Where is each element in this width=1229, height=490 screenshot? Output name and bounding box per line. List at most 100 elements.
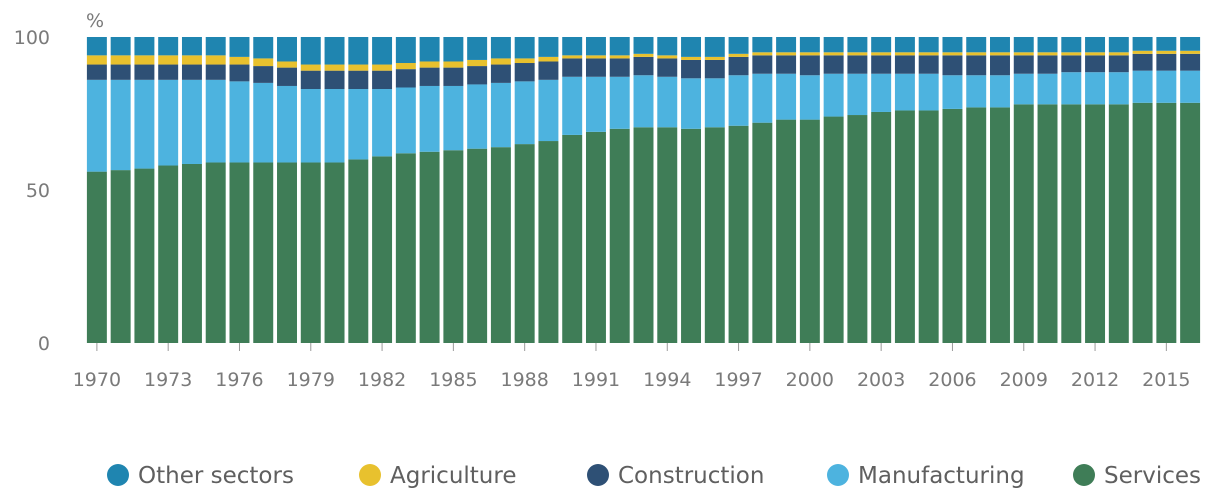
bar-construction-2003	[871, 55, 892, 74]
bar-manufacturing-2001	[823, 73, 844, 117]
bar-services-1976	[229, 162, 250, 343]
bar-manufacturing-2006	[942, 75, 963, 109]
bar-agriculture-1991	[585, 55, 606, 59]
bar-other-sectors-1990	[562, 37, 583, 56]
bar-agriculture-1985	[443, 61, 464, 68]
bar-services-1980	[324, 162, 345, 343]
bar-services-1972	[134, 168, 155, 343]
bar-construction-2014	[1132, 53, 1153, 71]
bar-construction-1987	[490, 64, 511, 83]
x-tick-label-1973: 1973	[144, 369, 192, 391]
bar-manufacturing-1974	[181, 79, 202, 164]
bar-other-sectors-1975	[205, 37, 226, 56]
bar-construction-1994	[657, 58, 678, 77]
bar-construction-1971	[110, 64, 131, 80]
bar-other-sectors-1984	[419, 37, 440, 62]
bar-construction-1981	[348, 70, 369, 90]
bar-other-sectors-2003	[871, 37, 892, 53]
bar-manufacturing-1972	[134, 79, 155, 169]
bar-manufacturing-2007	[966, 75, 987, 108]
bar-services-2005	[918, 110, 939, 343]
bar-manufacturing-1987	[490, 82, 511, 148]
bar-other-sectors-2002	[847, 37, 868, 53]
bar-construction-2007	[966, 55, 987, 76]
bar-construction-2012	[1085, 55, 1106, 73]
bar-other-sectors-1988	[514, 37, 535, 59]
bar-other-sectors-1980	[324, 37, 345, 65]
bar-manufacturing-2013	[1108, 72, 1129, 105]
x-tick-label-2003: 2003	[857, 369, 905, 391]
y-tick-label-50: 50	[26, 180, 50, 202]
y-tick-label-100: 100	[14, 27, 50, 49]
bar-services-1984	[419, 151, 440, 343]
bar-manufacturing-2012	[1085, 72, 1106, 105]
bar-other-sectors-2016	[1180, 37, 1201, 51]
bar-services-1971	[110, 170, 131, 343]
bar-construction-2008	[990, 55, 1010, 76]
bar-manufacturing-1990	[562, 76, 583, 135]
legend-marker-services	[1073, 464, 1095, 486]
y-tick-label-0: 0	[38, 333, 50, 355]
bar-manufacturing-2010	[1037, 73, 1058, 105]
bar-services-2011	[1061, 104, 1082, 343]
bar-services-2010	[1037, 104, 1058, 343]
bar-services-1997	[728, 125, 749, 344]
x-tick-label-2015: 2015	[1142, 369, 1190, 391]
bar-agriculture-2005	[918, 52, 939, 56]
bar-manufacturing-1989	[538, 79, 559, 142]
bar-manufacturing-1973	[158, 79, 179, 166]
bar-other-sectors-1998	[752, 37, 773, 53]
bar-other-sectors-1993	[633, 37, 654, 54]
legend: Other sectors Agriculture Construction Manu…	[107, 463, 1201, 489]
bar-other-sectors-1973	[158, 37, 179, 56]
bar-manufacturing-1996	[704, 78, 725, 128]
y-unit-label: %	[86, 10, 104, 32]
bar-construction-1973	[158, 64, 179, 80]
bar-agriculture-2001	[823, 52, 844, 56]
bar-services-1977	[253, 162, 274, 343]
bar-construction-1990	[562, 58, 583, 77]
bar-services-2016	[1180, 102, 1201, 343]
bar-manufacturing-1991	[585, 76, 606, 132]
bar-services-2000	[799, 119, 820, 344]
bar-agriculture-1990	[562, 55, 583, 59]
bar-manufacturing-1995	[681, 78, 702, 129]
bar-services-1983	[395, 153, 416, 343]
bar-services-1993	[633, 127, 654, 344]
bar-services-1970	[86, 171, 107, 343]
bar-other-sectors-1974	[181, 37, 202, 56]
bar-construction-2015	[1156, 53, 1177, 71]
bar-manufacturing-1970	[86, 79, 107, 172]
bar-services-1982	[372, 156, 393, 343]
bar-services-1991	[585, 131, 606, 343]
bar-agriculture-2011	[1061, 52, 1082, 56]
bar-services-2007	[966, 107, 987, 343]
bar-other-sectors-2013	[1108, 37, 1129, 53]
bar-agriculture-2012	[1085, 52, 1106, 56]
y-axis-ticks: 0 50 100	[14, 27, 50, 355]
bar-other-sectors-1992	[609, 37, 630, 56]
bar-construction-1995	[681, 59, 702, 79]
bar-services-2003	[871, 111, 892, 343]
bar-services-2008	[990, 107, 1010, 343]
bar-manufacturing-2003	[871, 73, 892, 112]
x-tick-label-1982: 1982	[358, 369, 406, 391]
bar-agriculture-1987	[490, 58, 511, 65]
bar-agriculture-1973	[158, 55, 179, 65]
bar-services-2009	[1013, 104, 1034, 343]
bar-manufacturing-1984	[419, 85, 440, 152]
bar-services-2012	[1085, 104, 1106, 343]
bar-construction-1998	[752, 55, 773, 74]
bar-services-1992	[609, 128, 630, 343]
bar-other-sectors-2012	[1085, 37, 1106, 53]
bar-construction-1974	[181, 64, 202, 80]
bar-services-1999	[776, 119, 797, 344]
legend-label-agriculture: Agriculture	[390, 463, 517, 489]
bar-agriculture-2009	[1013, 52, 1034, 56]
bar-other-sectors-2000	[799, 37, 820, 53]
bar-manufacturing-1985	[443, 85, 464, 151]
bar-agriculture-1980	[324, 64, 345, 71]
bar-manufacturing-1976	[229, 81, 250, 163]
bar-construction-2001	[823, 55, 844, 74]
